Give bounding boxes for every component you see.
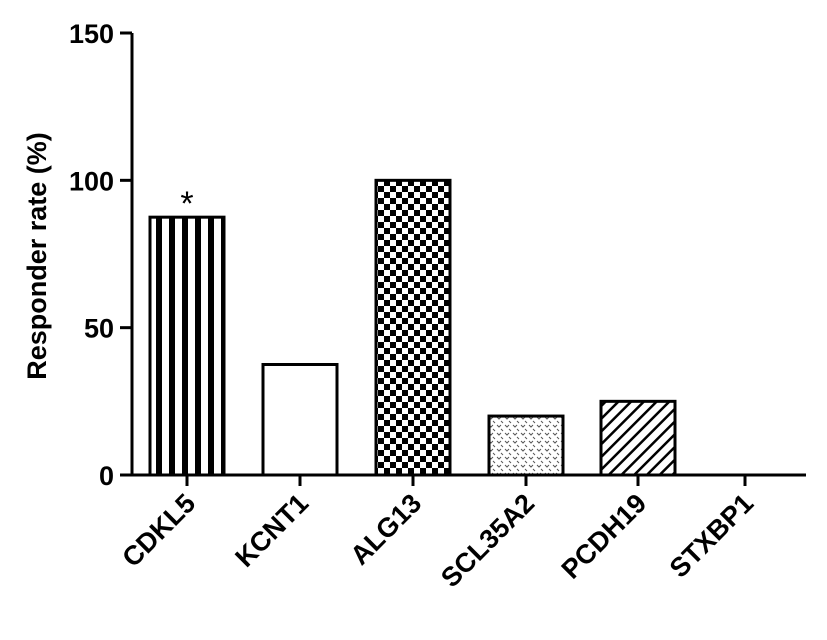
- bar-scl35a2: [487, 414, 565, 477]
- bar-cdkl5: [148, 215, 226, 477]
- y-tick-label: 150: [69, 19, 114, 49]
- y-tick-label: 100: [69, 166, 114, 196]
- x-tick-label-cdkl5: CDKL5: [116, 488, 201, 573]
- x-tick-label-alg13: ALG13: [344, 488, 427, 571]
- x-tick-label-kcnt1: KCNT1: [229, 488, 314, 573]
- x-tick-label-pcdh19: PCDH19: [556, 488, 653, 585]
- x-tick-label-scl35a2: SCL35A2: [435, 488, 540, 593]
- y-tick-label: 0: [99, 461, 114, 491]
- y-axis-title: Responder rate (%): [22, 132, 52, 380]
- significance-annotation: *: [180, 185, 193, 223]
- bar-alg13: [374, 178, 452, 477]
- bar-kcnt1: [261, 363, 339, 477]
- axes-group: [120, 31, 806, 486]
- bars-group: [148, 178, 677, 477]
- bar-pcdh19: [599, 399, 677, 477]
- y-tick-label: 50: [84, 314, 114, 344]
- x-tick-label-stxbp1: STXBP1: [664, 488, 759, 583]
